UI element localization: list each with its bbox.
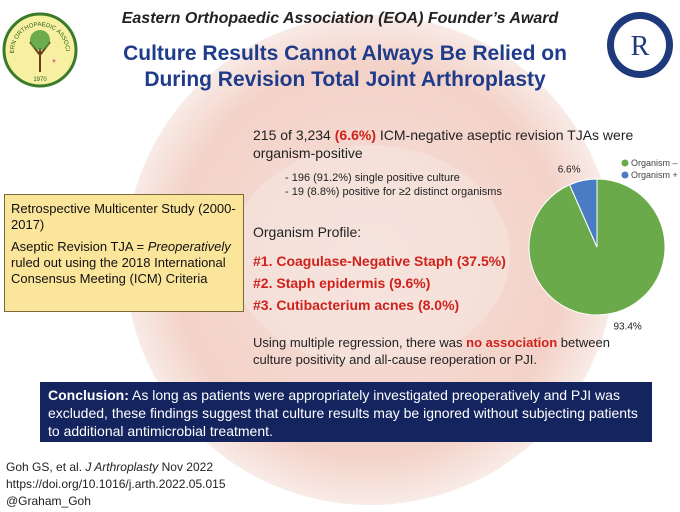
text: ICM-negative aseptic revision TJAs were <box>375 127 634 143</box>
svg-text:*: * <box>52 58 56 69</box>
definition: Aseptic Revision TJA = Preoperatively ru… <box>11 239 237 287</box>
conclusion-label: Conclusion: <box>48 387 129 403</box>
text: organism-positive <box>253 145 363 161</box>
text: Using multiple regression, there was <box>253 335 467 350</box>
pie-chart: 93.4% 6.6% Organism – Organism + <box>528 158 678 330</box>
title: Culture Results Cannot Always Be Relied … <box>80 41 610 93</box>
design: Retrospective Multicenter Study (2000-20… <box>11 201 236 232</box>
handle: @Graham_Goh <box>6 494 91 508</box>
left-logo: EASTERN ORTHOPAEDIC ASSOCIATION * 1970 <box>0 0 78 88</box>
logo-letter: R <box>631 31 650 62</box>
slice-label: 6.6% <box>558 165 581 176</box>
profile-item: #1. Coagulase-Negative Staph (37.5%) <box>253 253 506 269</box>
regression: Using multiple regression, there was no … <box>253 334 663 368</box>
award: Eastern Orthopaedic Association (EOA) Fo… <box>121 10 559 27</box>
study-box: Retrospective Multicenter Study (2000-20… <box>4 194 244 312</box>
doi: https://doi.org/10.1016/j.arth.2022.05.0… <box>6 477 226 491</box>
citation-line: Goh GS, et al. J Arthroplasty Nov 2022 <box>6 459 226 476</box>
legend-swatch <box>621 159 629 167</box>
text: Nov 2022 <box>158 460 213 474</box>
text: Aseptic Revision TJA = <box>11 239 148 254</box>
journal: J Arthroplasty <box>85 460 159 474</box>
bullets: - 196 (91.2%) single positive culture - … <box>285 171 502 199</box>
highlight: no association <box>466 335 558 350</box>
conclusion: Conclusion: As long as patients were app… <box>40 382 652 442</box>
summary: 215 of 3,234 (6.6%) ICM-negative aseptic… <box>253 126 653 162</box>
text: between <box>557 335 610 350</box>
text: ruled out using the 2018 International C… <box>11 255 226 286</box>
right-logo: R <box>607 12 673 78</box>
highlight: (6.6%) <box>334 127 376 143</box>
text: Goh GS, et al. <box>6 460 86 474</box>
pie-slice <box>568 178 598 248</box>
italic: Preoperatively <box>147 239 231 254</box>
legend-label: Organism – <box>631 158 678 168</box>
legend-label: Organism + <box>631 170 678 180</box>
legend-swatch <box>621 171 629 179</box>
title-line: During Revision Total Joint Arthroplasty <box>144 68 546 91</box>
slice-label: 93.4% <box>613 321 641 330</box>
profile-heading: Organism Profile: <box>253 224 362 240</box>
conclusion-text: As long as patients were appropriately i… <box>48 387 638 439</box>
text: culture positivity and all-cause reopera… <box>253 352 537 367</box>
profile-item: #3. Cutibacterium acnes (8.0%) <box>253 297 460 313</box>
profile-list: #1. Coagulase-Negative Staph (37.5%) #2.… <box>253 250 506 316</box>
profile-item: #2. Staph epidermis (9.6%) <box>253 275 431 291</box>
citation: Goh GS, et al. J Arthroplasty Nov 2022 h… <box>6 459 226 510</box>
bullet: - 196 (91.2%) single positive culture <box>285 172 460 184</box>
title-line: Culture Results Cannot Always Be Relied … <box>123 42 567 65</box>
logo-year: 1970 <box>33 77 47 83</box>
text: 215 of 3,234 <box>253 127 335 143</box>
bullet: - 19 (8.8%) positive for ≥2 distinct org… <box>285 186 502 198</box>
